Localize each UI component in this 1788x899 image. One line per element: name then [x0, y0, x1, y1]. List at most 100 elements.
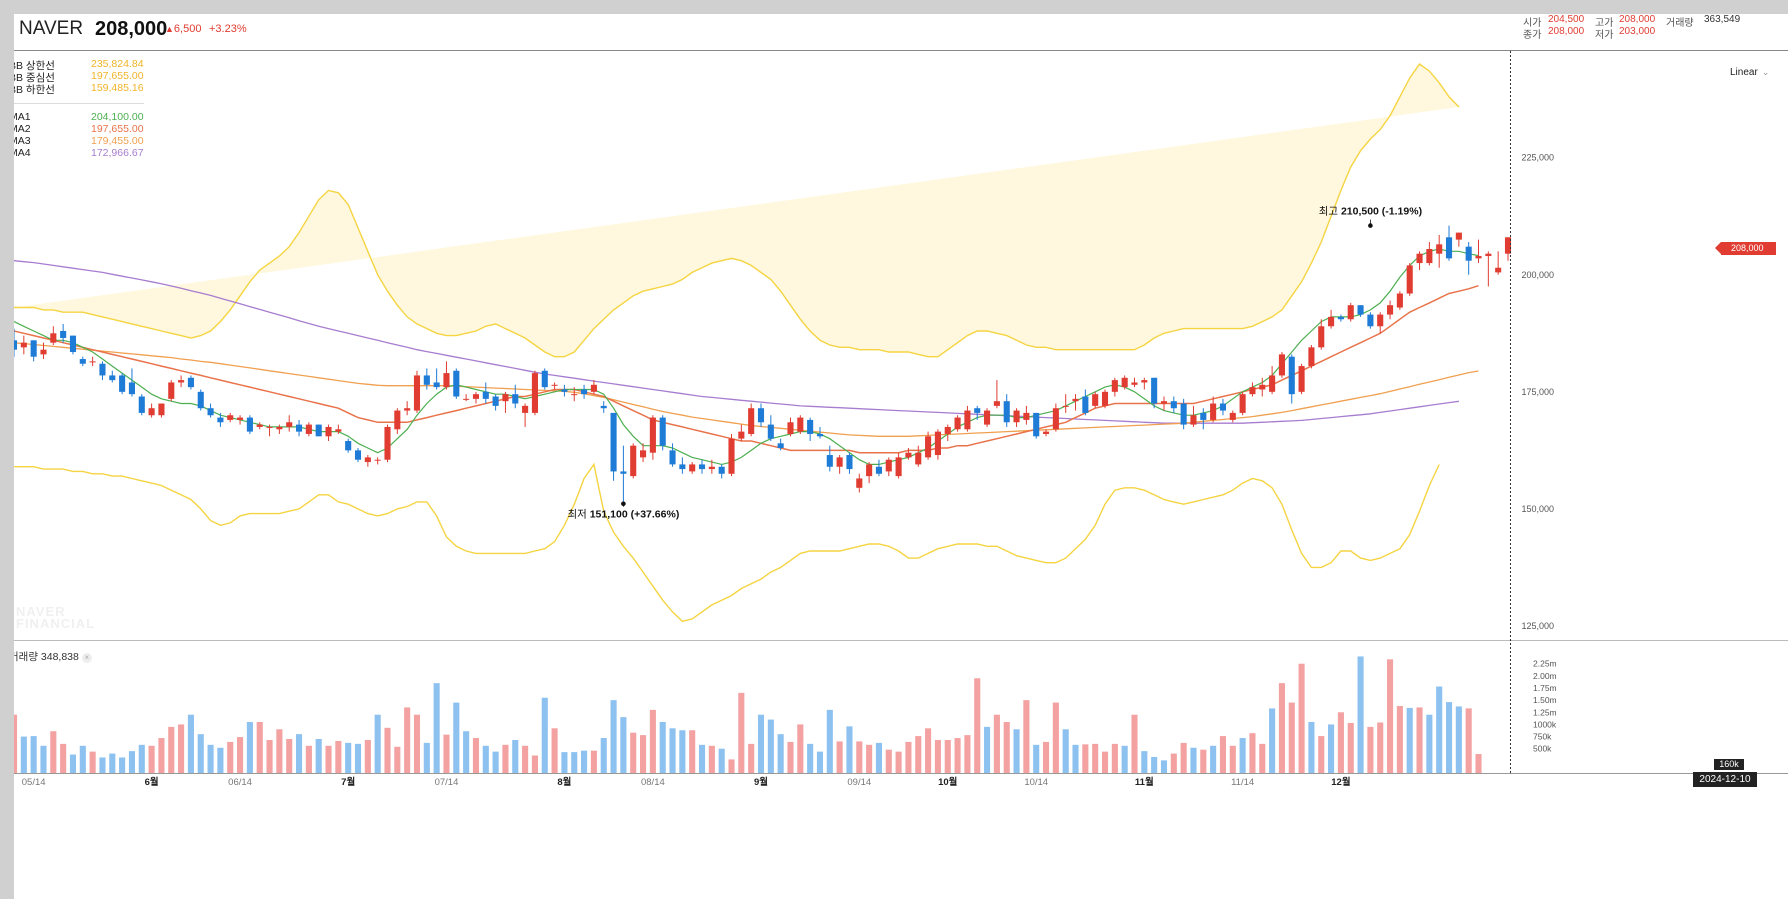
- candle: [1052, 403, 1059, 432]
- legend-bb-lower[interactable]: BB 하한선 159,485.16: [14, 82, 174, 96]
- candle: [1259, 377, 1266, 397]
- volume-bar: [531, 755, 538, 773]
- candle: [286, 415, 293, 432]
- candle: [1072, 394, 1079, 411]
- candle: [20, 335, 27, 355]
- candle: [315, 424, 322, 437]
- candle-body: [816, 433, 824, 437]
- volume-bar: [1475, 754, 1482, 773]
- volume-tick-label: 2.00m: [1533, 671, 1557, 681]
- legend-bb-middle-name: BB 중심선: [14, 72, 55, 84]
- candle-body: [286, 422, 293, 427]
- ohlc-close-label: 종가: [1523, 30, 1542, 41]
- candle: [404, 401, 411, 416]
- candle-body: [698, 464, 706, 470]
- candle-body: [295, 424, 303, 432]
- volume-bar: [158, 738, 165, 773]
- candle: [89, 356, 96, 367]
- candle-body: [178, 380, 185, 383]
- candle: [1219, 398, 1227, 416]
- candle: [1426, 241, 1433, 266]
- candle: [718, 464, 725, 479]
- volume-bar: [364, 739, 371, 773]
- ohlc-close-value: 208,000: [1548, 26, 1584, 37]
- candle: [1288, 354, 1295, 404]
- legend-ma4-value: 172,966.67: [91, 147, 144, 159]
- candle-body: [1347, 305, 1354, 320]
- legend-bb-middle[interactable]: BB 중심선 197,655.00: [14, 70, 174, 84]
- x-tick-label: 9월: [754, 776, 768, 788]
- volume-bar: [40, 745, 47, 773]
- candle: [482, 382, 489, 404]
- current-price-tag: 208,000: [1715, 242, 1776, 255]
- legend-ma1[interactable]: MA1 204,100.00: [14, 111, 174, 124]
- x-tick-label: 6월: [145, 776, 159, 788]
- close-icon[interactable]: ×: [81, 653, 92, 663]
- candle: [954, 415, 961, 432]
- legend-ma3-value: 179,455.00: [91, 135, 144, 147]
- volume-tick-label: 1.50m: [1533, 695, 1557, 705]
- price-change: ▲6,500: [165, 23, 201, 35]
- legend-bb-upper[interactable]: BB 상한선 235,824.84: [14, 58, 174, 72]
- candle: [571, 387, 578, 402]
- candle: [944, 424, 951, 441]
- candle-body: [79, 359, 86, 364]
- candle: [1357, 305, 1364, 317]
- plot-layer: 최고 210,500 (-1.19%) 최저 151,100 (+37.66%): [14, 63, 1512, 773]
- volume-bar: [374, 714, 381, 773]
- volume-bar: [551, 728, 558, 773]
- legend-ma3[interactable]: MA3 179,455.00: [14, 135, 174, 148]
- candle-body: [590, 384, 597, 392]
- candle: [541, 368, 548, 390]
- candle-body: [1200, 412, 1207, 420]
- volume-bar: [99, 757, 106, 773]
- candle-body: [934, 431, 941, 456]
- volume-bar: [1003, 722, 1010, 773]
- legend-ma4[interactable]: MA4 172,966.67: [14, 147, 174, 160]
- candle: [1465, 241, 1472, 275]
- volume-bar: [227, 741, 234, 773]
- volume-bar: [1131, 714, 1138, 773]
- volume-bar: [728, 759, 735, 773]
- candle: [846, 452, 853, 474]
- candle-body: [374, 459, 381, 461]
- volume-bar: [109, 753, 116, 773]
- candle: [856, 473, 863, 493]
- volume-bar: [1062, 729, 1069, 773]
- legend-ma1-name: MA1: [14, 111, 31, 123]
- candle: [522, 403, 529, 427]
- volume-bar: [1357, 656, 1364, 773]
- candle-body: [335, 429, 342, 432]
- candle: [581, 384, 588, 399]
- candle: [374, 457, 381, 465]
- candle-body: [1131, 382, 1138, 385]
- candle-body: [541, 370, 548, 388]
- candle: [217, 412, 224, 427]
- candle-body: [600, 405, 607, 409]
- volume-bar: [1180, 742, 1187, 773]
- volume-bar: [50, 731, 57, 773]
- candle-body: [531, 373, 538, 413]
- volume-tick-label: 750k: [1533, 732, 1552, 742]
- volume-bar: [1013, 729, 1020, 773]
- volume-bar: [512, 739, 519, 773]
- candle-body: [1160, 401, 1168, 404]
- candle-body: [443, 373, 450, 388]
- candle-body: [1121, 377, 1128, 388]
- chart-canvas[interactable]: 최고 210,500 (-1.19%)최저 151,100 (+37.66%)1…: [14, 14, 1788, 899]
- legend-ma2[interactable]: MA2 197,655.00: [14, 123, 174, 136]
- volume-bar: [669, 728, 676, 773]
- volume-bar: [1111, 743, 1118, 773]
- candle-body: [630, 445, 637, 477]
- volume-bar: [1328, 724, 1335, 773]
- volume-bar: [856, 741, 863, 773]
- bb-upper-line: [14, 63, 1460, 358]
- scale-dropdown[interactable]: Linear ⌄: [1730, 67, 1769, 78]
- candle-body: [1229, 412, 1236, 420]
- candle-body: [649, 417, 656, 453]
- volume-bar: [1259, 743, 1266, 773]
- volume-bar: [404, 707, 411, 773]
- candle-body: [1436, 244, 1443, 254]
- candle-body: [856, 478, 863, 488]
- ohlc-high-number: 208,000: [1619, 14, 1656, 25]
